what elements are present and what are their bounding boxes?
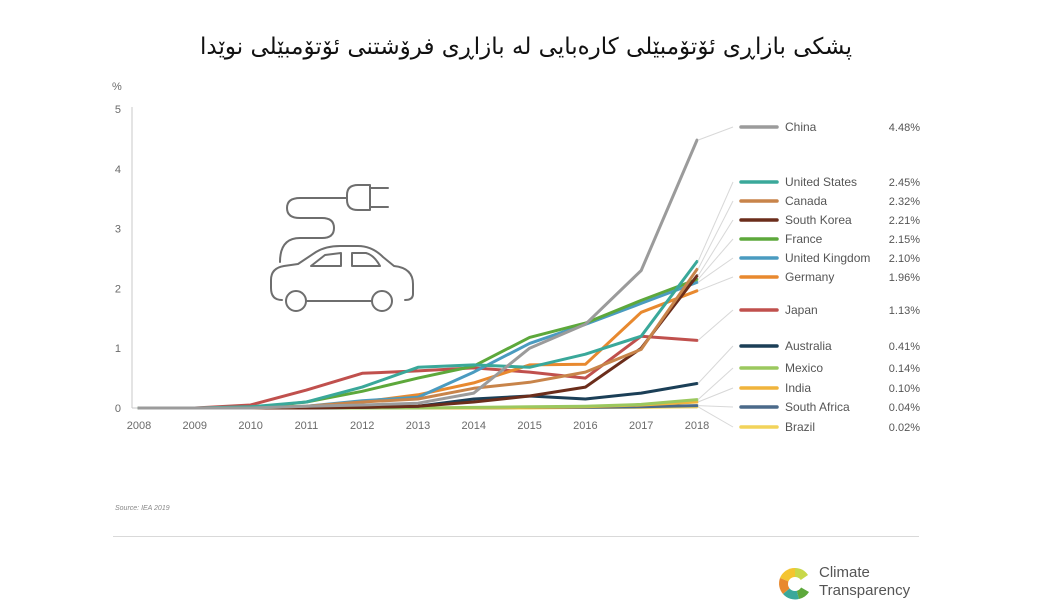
y-tick-label: 4 [115,164,121,176]
x-tick-label: 2013 [406,420,430,432]
legend-series-value: 1.96% [889,272,920,284]
legend-series-value: 2.45% [889,177,920,189]
climate-transparency-logo-icon [779,567,809,600]
series-line [137,260,699,410]
legend-series-name: Mexico [785,361,823,375]
legend-series-name: Germany [785,270,834,284]
x-tick-label: 2018 [685,420,709,432]
leader-line [697,257,734,283]
x-tick-label: 2010 [238,420,262,432]
y-tick-labels: 0 1 2 3 4 5 [115,104,121,415]
x-tick-label: 2016 [573,420,597,432]
leader-line [697,219,734,277]
y-tick-label: 2 [115,283,121,295]
legend-series-name: Japan [785,303,818,317]
legend-series-value: 4.48% [889,122,920,134]
series-line [137,138,699,410]
legend: China 4.48% United States 2.45% Canada 2.32% S… [697,120,920,434]
x-tick-label: 2008 [127,420,151,432]
leader-line [697,345,734,384]
y-tick-label: 5 [115,104,121,116]
leader-line [697,238,734,280]
brand-name-line2: Transparency [819,582,911,599]
legend-series-value: 2.21% [889,215,920,227]
x-tick-label: 2009 [183,420,207,432]
leader-line [697,387,734,403]
climate-transparency-logo: Climate Transparency [775,564,925,604]
legend-series-name: South Africa [785,400,850,414]
footer-divider [113,536,919,537]
legend-series-name: China [785,120,817,134]
leader-line [697,406,734,428]
legend-series-value: 0.04% [889,402,920,414]
leader-line [697,126,734,141]
x-tick-label: 2017 [629,420,653,432]
series-line [137,289,699,410]
leader-line [697,276,734,292]
series-lines [137,138,699,410]
legend-series-value: 0.14% [889,363,920,375]
x-tick-label: 2015 [517,420,541,432]
legend-series-name: Brazil [785,420,815,434]
x-tick-label: 2012 [350,420,374,432]
legend-series-value: 1.13% [889,305,920,317]
source-note: Source: IEA 2019 [115,505,170,512]
y-tick-label: 0 [115,403,121,415]
electric-car-icon [270,184,414,312]
x-tick-label: 2011 [295,420,319,432]
x-tick-label: 2014 [462,420,486,432]
legend-series-name: France [785,232,823,246]
x-tick-labels: 2008 2009 2010 2011 2012 2013 2014 2015 2016 2017… [127,420,709,432]
leader-line [697,367,734,400]
legend-series-value: 0.41% [889,341,920,353]
leader-line [697,405,734,408]
legend-series-name: India [785,381,811,395]
y-tick-label: 1 [115,343,121,355]
legend-series-name: Australia [785,339,832,353]
legend-series-name: South Korea [785,213,852,227]
brand-name-line1: Climate [819,564,870,581]
legend-series-value: 2.10% [889,253,920,265]
legend-series-value: 0.10% [889,383,920,395]
leader-line [697,309,734,341]
legend-series-name: Canada [785,194,827,208]
leader-line [697,200,734,270]
y-axis-label: % [112,81,122,93]
legend-series-value: 2.15% [889,234,920,246]
leader-line [697,181,734,262]
legend-series-name: United Kingdom [785,251,870,265]
legend-series-value: 0.02% [889,422,920,434]
y-tick-label: 3 [115,224,121,236]
legend-series-value: 2.32% [889,196,920,208]
chart-title: پشکی بازاڕی ئۆتۆمبێلی کارەبایی لە بازاڕی… [200,34,852,60]
legend-series-name: United States [785,175,857,189]
